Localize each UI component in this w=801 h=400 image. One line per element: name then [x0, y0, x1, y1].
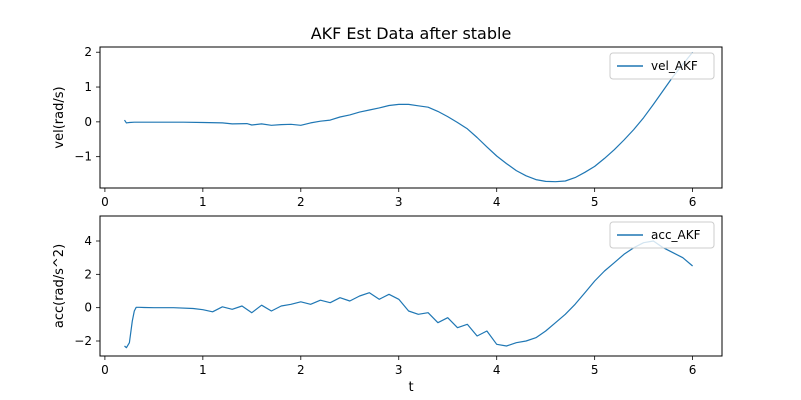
y-tick-label: 0	[84, 115, 92, 129]
x-tick-label: 4	[493, 195, 501, 209]
y-tick-label: −2	[74, 334, 92, 348]
x-tick-label: 1	[199, 363, 207, 377]
x-tick-label: 2	[297, 195, 305, 209]
x-tick-label: 3	[395, 195, 403, 209]
y-tick-label: 2	[84, 267, 92, 281]
x-tick-label: 3	[395, 363, 403, 377]
axes-frame	[99, 215, 723, 357]
x-tick-label: 1	[199, 195, 207, 209]
axes-frame	[99, 46, 723, 189]
legend-box	[609, 221, 715, 249]
y-tick-label: 0	[84, 301, 92, 315]
x-tick-label: 6	[689, 363, 697, 377]
y-tick-label: −1	[74, 150, 92, 164]
velocity-subplot: 0 1 2 3 4 5 6 −1 0 1 2 vel(rad/s) vel_AKF	[52, 45, 723, 209]
x-axis-label: t	[408, 380, 413, 395]
x-tick-label: 4	[493, 363, 501, 377]
y-axis-label: acc(rad/s^2)	[52, 244, 67, 328]
x-tick-label: 5	[591, 195, 599, 209]
x-tick-label: 0	[101, 195, 109, 209]
acceleration-subplot: 0 1 2 3 4 5 6 −2 0 2 4 acc(rad/s^2) t acc_AKF	[52, 215, 723, 395]
x-tick-label: 2	[297, 363, 305, 377]
x-tick-label: 0	[101, 363, 109, 377]
legend-label: acc_AKF	[651, 228, 701, 242]
y-axis-label: vel(rad/s)	[52, 86, 67, 148]
y-tick-label: 4	[84, 234, 92, 248]
series-line-acc_AKF	[124, 240, 693, 349]
legend-label: vel_AKF	[651, 59, 698, 73]
x-tick-label: 6	[689, 195, 697, 209]
series-line-vel_AKF	[124, 51, 694, 183]
legend-box	[609, 52, 715, 80]
legend: acc_AKF	[609, 221, 715, 249]
y-tick-label: 2	[84, 45, 92, 59]
y-tick-label: 1	[84, 80, 92, 94]
chart-title: AKF Est Data after stable	[311, 24, 512, 43]
x-tick-label: 5	[591, 363, 599, 377]
legend: vel_AKF	[609, 52, 715, 80]
